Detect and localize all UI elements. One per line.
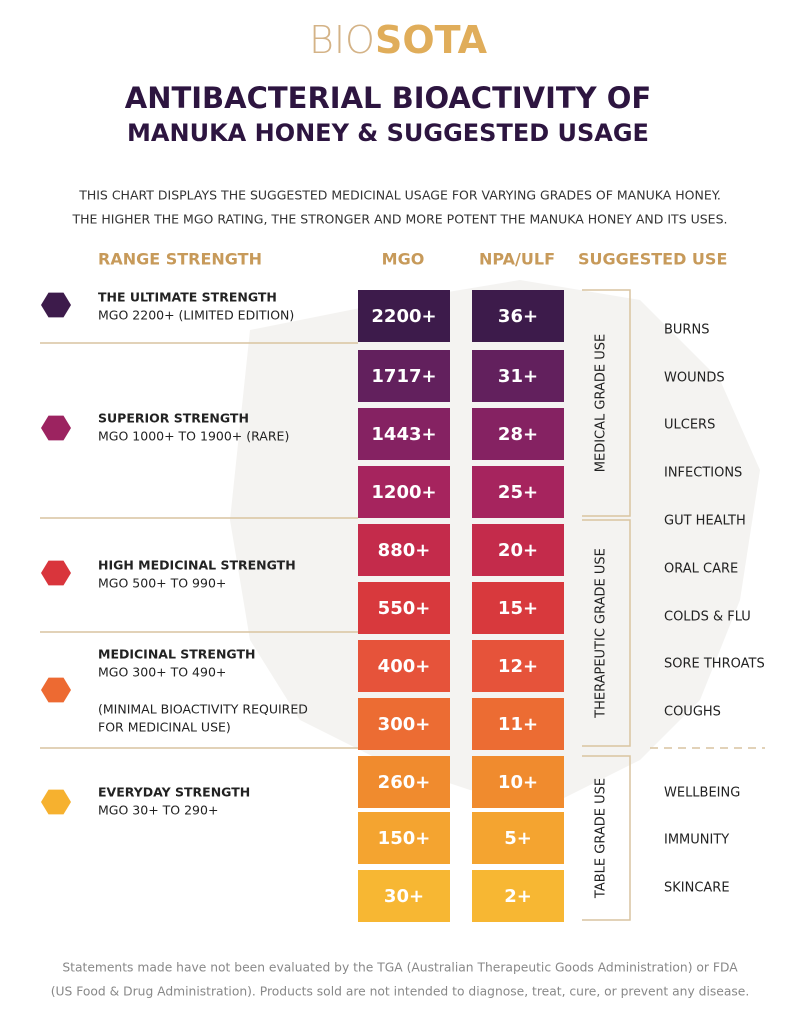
cell	[358, 582, 450, 634]
cell	[472, 812, 564, 864]
bracket	[582, 755, 631, 921]
separators	[40, 342, 765, 749]
title: MANUKA HONEY & SUGGESTED USAGE	[127, 119, 649, 147]
column-header: RANGE STRENGTH	[98, 250, 262, 269]
cell-value: 1443+	[371, 424, 436, 445]
use: ORAL CARE	[664, 562, 738, 577]
use: WELLBEING	[664, 786, 740, 801]
cell	[358, 466, 450, 518]
cell-value: 20+	[498, 540, 538, 561]
cell-value: 15+	[498, 598, 538, 619]
cell	[472, 870, 564, 922]
cell	[472, 582, 564, 634]
use: SKINCARE	[664, 881, 730, 896]
cell-value: 400+	[378, 656, 431, 677]
use: INFECTIONS	[664, 466, 742, 481]
cell-value: 2200+	[371, 306, 436, 327]
grade-name: HIGH MEDICINAL STRENGTH	[98, 558, 296, 573]
group-label: TABLE GRADE USE	[594, 778, 609, 899]
cell-value: 260+	[378, 772, 431, 793]
cell	[472, 408, 564, 460]
grade-name: SUPERIOR STRENGTH	[98, 411, 249, 426]
cell	[358, 698, 450, 750]
grade-name: THE ULTIMATE STRENGTH	[98, 290, 277, 305]
title: ANTIBACTERIAL BIOACTIVITY OF	[125, 81, 652, 115]
grade-icon	[41, 677, 71, 703]
cell	[358, 408, 450, 460]
cell	[472, 756, 564, 808]
cell-value: 1200+	[371, 482, 436, 503]
cell-value: 31+	[498, 366, 538, 387]
cell	[358, 640, 450, 692]
cell-value: 30+	[384, 886, 424, 907]
column-header: NPA/ULF	[479, 250, 555, 269]
bracket	[582, 289, 631, 517]
cell-value: 150+	[378, 828, 431, 849]
cell	[358, 350, 450, 402]
use: WOUNDS	[664, 371, 725, 386]
grade-icon	[41, 292, 71, 318]
use: GUT HEALTH	[664, 514, 746, 529]
cell-value: 28+	[498, 424, 538, 445]
cell	[472, 466, 564, 518]
cell	[358, 524, 450, 576]
cell	[472, 290, 564, 342]
use: COUGHS	[664, 705, 721, 720]
cell	[358, 812, 450, 864]
group-label: THERAPEUTIC GRADE USE	[594, 548, 609, 719]
cell-value: 1717+	[371, 366, 436, 387]
cell-value: 5+	[504, 828, 532, 849]
use: COLDS & FLU	[664, 610, 751, 625]
cell	[472, 640, 564, 692]
cell-value: 12+	[498, 656, 538, 677]
column-header: SUGGESTED USE	[578, 250, 727, 269]
bracket	[582, 519, 631, 747]
group-label: MEDICAL GRADE USE	[594, 334, 609, 472]
cell	[358, 870, 450, 922]
grade-range: MGO 500+ TO 990+	[98, 576, 226, 591]
grade-icon	[41, 789, 71, 815]
cell-value: 36+	[498, 306, 538, 327]
grade-range: MGO 1000+ TO 1900+ (RARE)	[98, 429, 289, 444]
cell	[358, 756, 450, 808]
intro: THE HIGHER THE MGO RATING, THE STRONGER …	[72, 212, 728, 227]
cell	[358, 290, 450, 342]
grade-note: (MINIMAL BIOACTIVITY REQUIRED	[98, 702, 308, 717]
cell	[472, 698, 564, 750]
use: SORE THROATS	[664, 657, 765, 672]
cell-value: 880+	[378, 540, 431, 561]
cell-value: 25+	[498, 482, 538, 503]
brand: BIOSOTA	[309, 18, 488, 62]
use: ULCERS	[664, 418, 715, 433]
cell-value: 550+	[378, 598, 431, 619]
grade-name: MEDICINAL STRENGTH	[98, 647, 255, 662]
cell-value: 2+	[504, 886, 532, 907]
cell-value: 300+	[378, 714, 431, 735]
footer: Statements made have not been evaluated …	[62, 961, 738, 975]
cell	[472, 524, 564, 576]
grade-range: MGO 2200+ (LIMITED EDITION)	[98, 308, 294, 323]
column-header: MGO	[382, 250, 425, 269]
cell-value: 10+	[498, 772, 538, 793]
grade-note: FOR MEDICINAL USE)	[98, 720, 231, 735]
intro: THIS CHART DISPLAYS THE SUGGESTED MEDICI…	[78, 188, 721, 203]
grade-icon	[41, 560, 71, 586]
footer: (US Food & Drug Administration). Product…	[51, 985, 750, 999]
brand-suffix: SOTA	[375, 18, 488, 62]
use: IMMUNITY	[664, 833, 729, 848]
brand-prefix: BIO	[309, 18, 375, 62]
cell-value: 11+	[498, 714, 538, 735]
grade-range: MGO 300+ TO 490+	[98, 665, 226, 680]
use: BURNS	[664, 323, 709, 338]
grade-icon	[41, 415, 71, 441]
grade-range: MGO 30+ TO 290+	[98, 803, 218, 818]
grade-name: EVERYDAY STRENGTH	[98, 785, 250, 800]
cell	[472, 350, 564, 402]
